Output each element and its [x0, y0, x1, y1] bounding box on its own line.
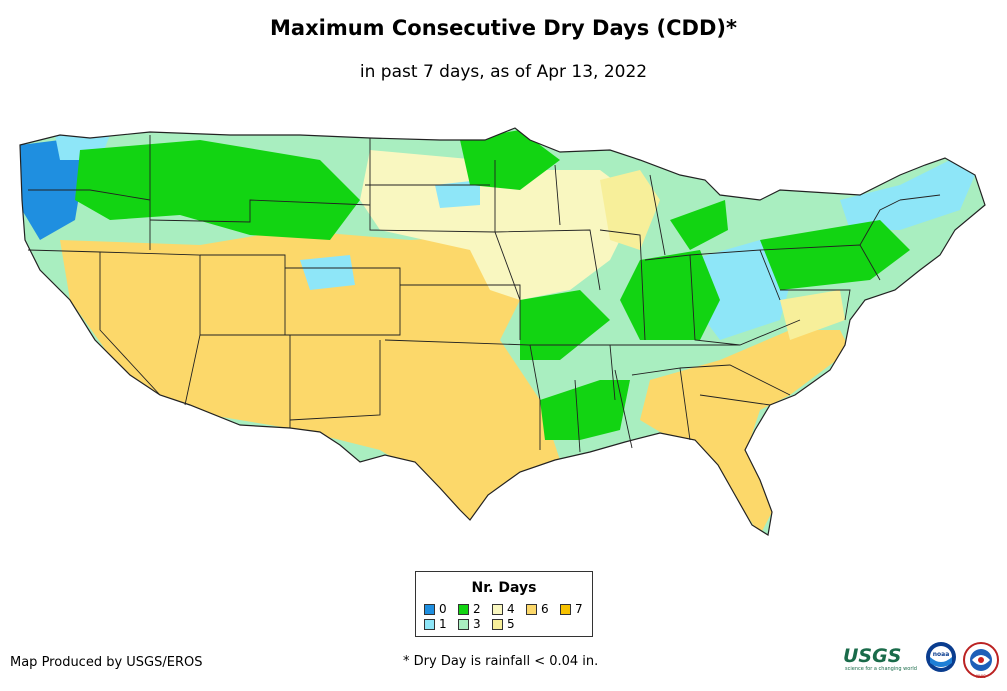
- legend-label: 1: [439, 617, 447, 631]
- noaa-logo-text: noaa: [933, 651, 950, 658]
- dry-day-footnote: * Dry Day is rainfall < 0.04 in.: [403, 654, 599, 669]
- nws-logo-text: NWS: [976, 674, 986, 679]
- map-subtitle: in past 7 days, as of Apr 13, 2022: [359, 62, 648, 82]
- legend-swatch: [458, 604, 469, 615]
- usgs-logo: USGS: [843, 645, 902, 667]
- map-title: Maximum Consecutive Dry Days (CDD)*: [270, 16, 737, 40]
- legend-swatch: [424, 619, 435, 630]
- legend-swatch: [492, 619, 503, 630]
- legend-label: 6: [541, 602, 549, 616]
- legend: Nr. Days 0 1 2 3 4 5 6 7: [415, 571, 593, 637]
- legend-label: 2: [473, 602, 481, 616]
- state-boundaries: [19, 127, 986, 536]
- nws-logo-icon: NWS: [963, 642, 999, 679]
- legend-label: 4: [507, 602, 515, 616]
- noaa-logo-icon: noaa: [926, 642, 956, 672]
- legend-label: 7: [575, 602, 583, 616]
- legend-label: 0: [439, 602, 447, 616]
- legend-swatch: [526, 604, 537, 615]
- legend-label: 3: [473, 617, 481, 631]
- legend-swatch: [458, 619, 469, 630]
- map-credit: Map Produced by USGS/EROS: [10, 655, 203, 670]
- legend-swatch: [560, 604, 571, 615]
- legend-label: 5: [507, 617, 515, 631]
- legend-swatch: [492, 604, 503, 615]
- legend-swatch: [424, 604, 435, 615]
- usgs-tagline: science for a changing world: [845, 666, 917, 672]
- rainfall-zones: [20, 128, 985, 535]
- legend-title: Nr. Days: [471, 580, 537, 596]
